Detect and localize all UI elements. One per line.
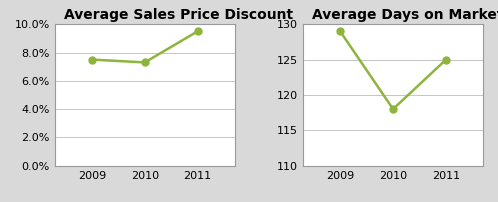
Text: Average Days on Market: Average Days on Market — [312, 8, 498, 22]
Text: Average Sales Price Discount: Average Sales Price Discount — [64, 8, 293, 22]
